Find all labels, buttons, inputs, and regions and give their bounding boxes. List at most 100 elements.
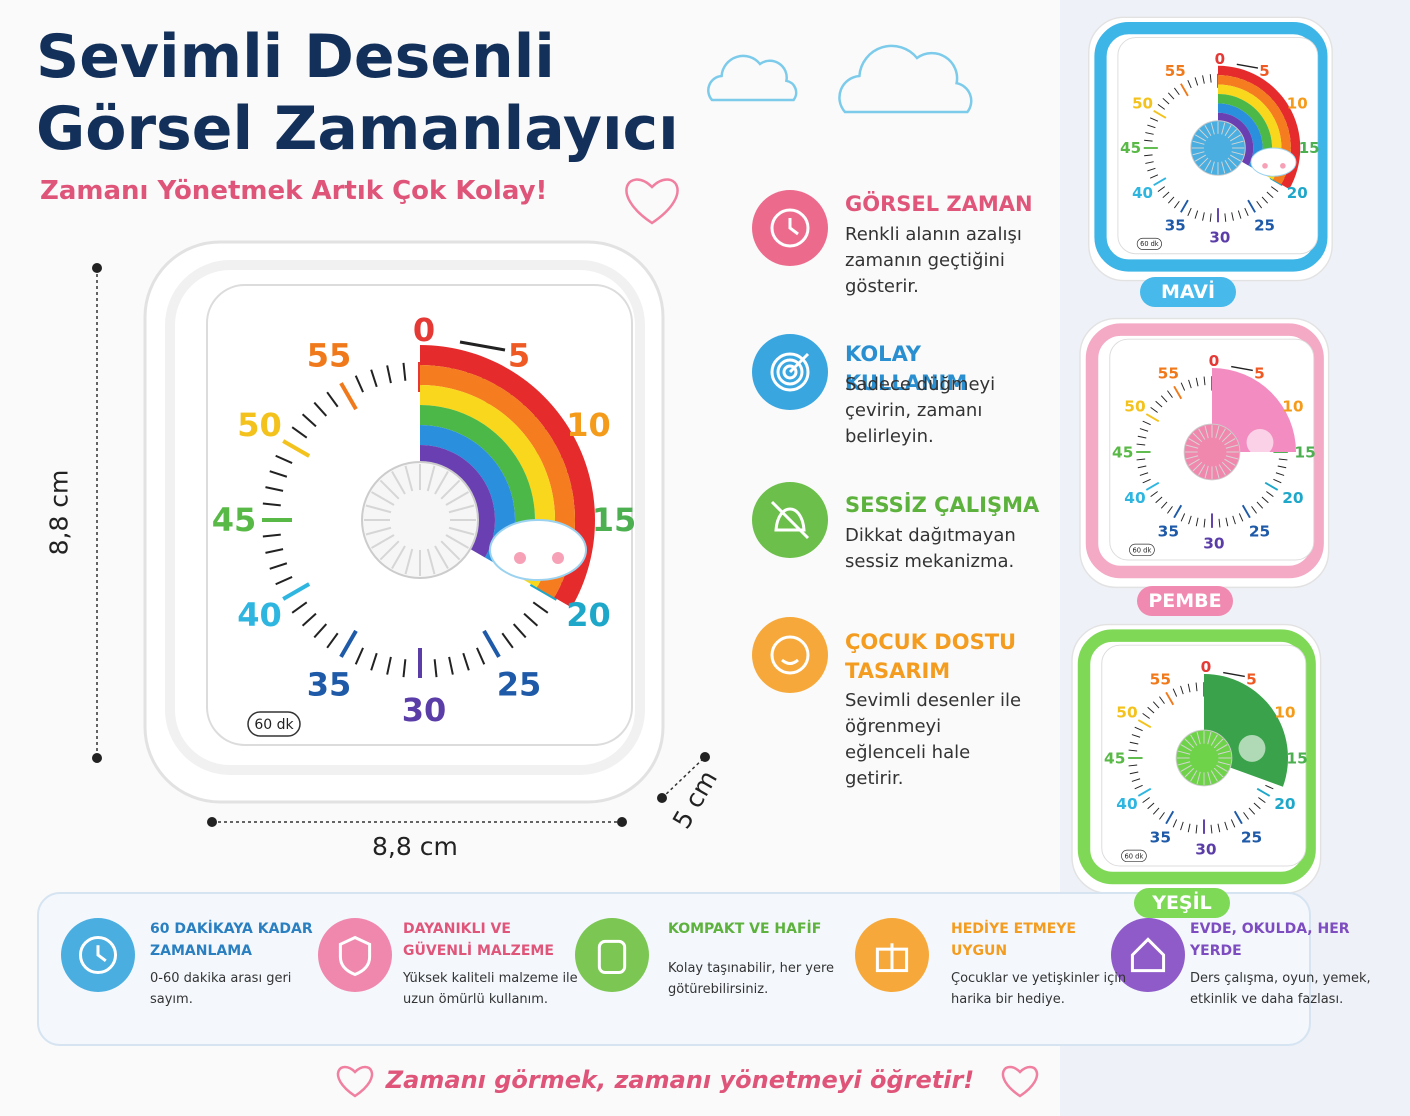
pattern-decor: [1238, 734, 1266, 762]
knob-ridge: [440, 540, 461, 561]
knob-ridge: [448, 504, 475, 514]
tick: [1149, 117, 1159, 122]
tick: [1129, 741, 1139, 745]
tick: [1136, 458, 1146, 461]
knob-ridge: [1224, 458, 1236, 466]
dial-number: 40: [1132, 184, 1153, 202]
tick: [1224, 821, 1228, 831]
highlight-title: HEDİYE ETMEYE UYGUN: [951, 921, 1076, 959]
dim-dot: [92, 753, 102, 763]
highlight-text: 0-60 dakika arası geri sayım.: [150, 971, 292, 1007]
tick: [1128, 764, 1138, 767]
tick: [1147, 706, 1155, 714]
icon: [788, 218, 799, 236]
rainbow-band: [1218, 103, 1263, 171]
knob-ridge: [1227, 129, 1237, 139]
knob-ridge: [1185, 444, 1199, 449]
tick: [1237, 210, 1242, 219]
tick: [1147, 167, 1156, 172]
tick: [1264, 481, 1279, 491]
tick: [1131, 734, 1141, 738]
dial-number: 50: [237, 406, 282, 444]
timer-frame: [1085, 323, 1324, 579]
tick: [1256, 501, 1264, 509]
knob-ridge: [1198, 464, 1206, 476]
rainbow-band: [420, 365, 575, 598]
knob-ridge: [1231, 151, 1244, 156]
knob-ridge: [1225, 444, 1239, 449]
dial-number: 35: [307, 666, 352, 704]
knob-ridge: [1184, 738, 1195, 749]
knob-ridge: [404, 548, 414, 575]
dim-dot: [92, 263, 102, 273]
icon: [782, 364, 798, 380]
highlight-title: KOMPAKT VE HAFİF: [668, 921, 822, 937]
knob-ridge: [1180, 764, 1192, 772]
tick: [1152, 807, 1160, 815]
tick: [326, 632, 339, 649]
tick: [1238, 513, 1244, 522]
heart: [1001, 1065, 1039, 1098]
heart: [625, 178, 679, 225]
tick: [1139, 428, 1149, 432]
tick: [1180, 83, 1189, 97]
tick: [462, 652, 470, 671]
icon: [776, 358, 804, 386]
tick: [339, 382, 358, 411]
tick: [1209, 213, 1212, 222]
knob-ridge: [391, 471, 406, 495]
dial-number: 35: [1165, 217, 1186, 235]
tick: [1150, 407, 1158, 413]
dial-number: 55: [307, 336, 352, 374]
dial-number: 30: [1209, 228, 1230, 246]
tick: [339, 629, 358, 658]
tick: [1153, 177, 1167, 186]
tick: [1203, 376, 1206, 386]
tick: [1275, 472, 1285, 476]
knob-ridge: [379, 540, 400, 561]
tick: [1194, 77, 1199, 86]
tick: [1269, 177, 1283, 186]
tick: [1195, 377, 1199, 387]
tick: [386, 656, 392, 675]
timer: 0 5 10 15 20 25 30 35 40 45 50 55 60 dk: [1088, 16, 1333, 282]
knob-ridge: [1192, 151, 1205, 156]
dial-number: 35: [1158, 522, 1179, 540]
tick: [1258, 797, 1266, 803]
timer: 0 5 10 15 20 25 30 35 40 45 50 55 60 dk: [1079, 317, 1330, 589]
dial-number: 35: [1150, 828, 1171, 846]
knob-ridge: [1204, 465, 1209, 479]
knob-ridge: [1227, 157, 1237, 167]
tick: [1187, 683, 1191, 693]
icon: [338, 935, 372, 977]
knob-ridge: [1210, 122, 1215, 135]
tick: [1195, 682, 1198, 692]
knob-ridge: [1177, 761, 1191, 766]
dial-number: 20: [566, 596, 611, 634]
tick: [1137, 465, 1147, 469]
tick: [1273, 478, 1282, 484]
tick: [1210, 824, 1213, 834]
tick: [1187, 207, 1192, 217]
knob-ridge: [1221, 432, 1232, 443]
dial-number: 55: [1158, 364, 1179, 382]
tick: [1217, 823, 1221, 833]
dial-number: 25: [1249, 522, 1270, 540]
tick: [262, 502, 281, 507]
tick: [1152, 701, 1160, 709]
rainbow-band: [420, 425, 515, 568]
tick: [1173, 200, 1180, 209]
icon: [788, 352, 810, 374]
tick: [301, 612, 317, 627]
knob-ridge: [1185, 455, 1199, 460]
dial-number: 0: [1215, 50, 1225, 68]
tick: [1145, 413, 1160, 423]
tick: [1134, 726, 1143, 732]
timer-frame: [1077, 629, 1316, 885]
dial-number: 15: [592, 501, 637, 539]
tick: [1160, 501, 1168, 509]
tick: [1142, 797, 1150, 803]
tick: [1188, 515, 1192, 525]
knob-ridge: [1225, 455, 1239, 460]
variant-label: YEŞİL: [1134, 888, 1230, 918]
